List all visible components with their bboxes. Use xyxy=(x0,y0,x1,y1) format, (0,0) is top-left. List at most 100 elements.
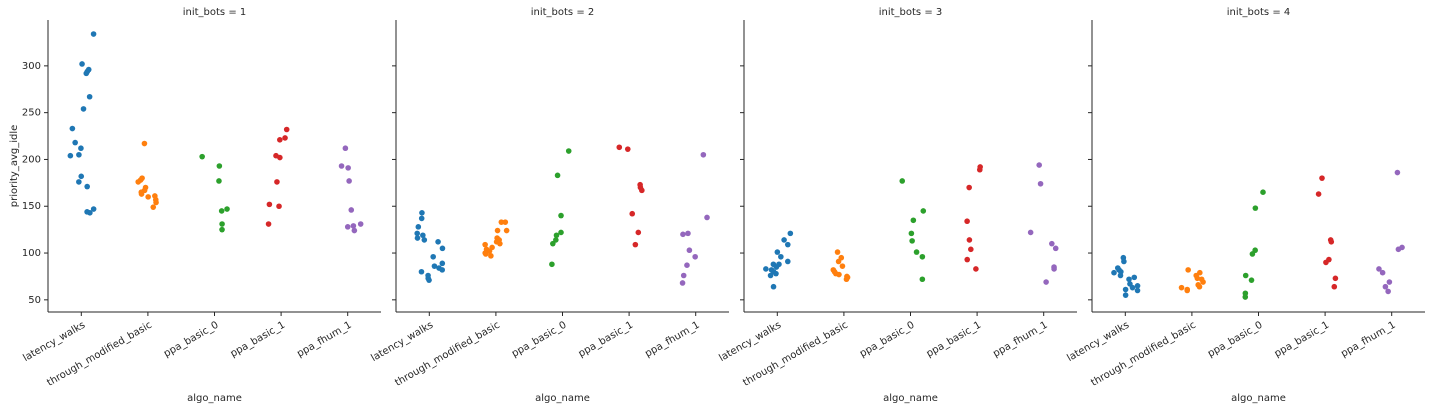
point xyxy=(1323,259,1329,266)
point xyxy=(145,194,151,200)
x-axis-label: algo_name xyxy=(535,393,590,404)
point xyxy=(431,263,438,269)
x-axis-label: algo_name xyxy=(1231,393,1286,404)
point xyxy=(1122,292,1129,298)
x-tick-label: ppa_basic_1 xyxy=(1273,320,1331,360)
point xyxy=(274,179,280,185)
point xyxy=(1178,284,1185,291)
point xyxy=(84,68,91,75)
point xyxy=(277,154,283,161)
point xyxy=(282,135,288,141)
point xyxy=(1242,294,1249,300)
point xyxy=(1394,169,1401,176)
point xyxy=(435,239,441,245)
x-axis-label: algo_name xyxy=(883,393,938,404)
point xyxy=(639,187,645,194)
point xyxy=(680,231,686,238)
point xyxy=(430,253,436,260)
x-tick-label: latency_walks xyxy=(369,320,435,364)
point xyxy=(482,241,488,248)
point xyxy=(219,226,225,233)
y-axis-label: priority_avg_idle xyxy=(9,125,20,208)
point xyxy=(78,173,85,180)
x-tick-label: ppa_basic_0 xyxy=(162,320,220,360)
point xyxy=(419,209,425,216)
point xyxy=(84,183,90,190)
x-tick-label: ppa_fhum_1 xyxy=(295,320,353,360)
point xyxy=(968,246,974,253)
point xyxy=(1200,279,1206,285)
point xyxy=(632,241,639,248)
point xyxy=(1121,258,1127,265)
point xyxy=(346,178,352,184)
point xyxy=(1049,240,1055,247)
point xyxy=(1027,229,1034,236)
point xyxy=(1382,283,1389,290)
point xyxy=(1252,205,1259,211)
point xyxy=(345,165,351,171)
point xyxy=(79,61,85,67)
point xyxy=(1379,269,1386,276)
point xyxy=(909,238,915,244)
point xyxy=(414,230,421,237)
y-tick-label: 300 xyxy=(22,61,41,72)
point xyxy=(153,199,159,206)
point xyxy=(503,227,510,234)
point xyxy=(415,224,422,230)
point xyxy=(781,237,787,243)
point xyxy=(973,266,979,272)
point xyxy=(1129,284,1136,291)
x-tick-label: latency_walks xyxy=(1065,320,1131,364)
point xyxy=(1043,279,1049,285)
point xyxy=(86,93,93,100)
point xyxy=(1036,162,1042,168)
point xyxy=(1122,286,1129,293)
point xyxy=(773,264,780,270)
point xyxy=(1386,279,1393,285)
point xyxy=(767,272,774,279)
point xyxy=(1117,272,1124,279)
point xyxy=(421,237,428,243)
x-tick-label: ppa_basic_1 xyxy=(229,320,287,360)
point xyxy=(692,253,698,260)
point xyxy=(344,224,351,230)
point xyxy=(494,227,501,234)
point xyxy=(629,210,636,217)
y-tick-label: 150 xyxy=(22,201,41,212)
point xyxy=(835,258,842,265)
point xyxy=(964,256,971,263)
point xyxy=(558,212,564,219)
point xyxy=(1331,283,1338,290)
point xyxy=(763,266,769,272)
point xyxy=(348,207,355,213)
point xyxy=(439,245,446,252)
x-tick-label: through_modified_basic xyxy=(741,320,850,389)
x-tick-label: ppa_basic_0 xyxy=(858,320,916,360)
point xyxy=(774,249,781,255)
point xyxy=(565,148,572,154)
point xyxy=(418,268,425,275)
point xyxy=(1332,275,1339,282)
y-tick-label: 100 xyxy=(22,248,41,259)
point xyxy=(899,178,906,184)
point xyxy=(1052,245,1059,252)
point xyxy=(1319,175,1325,181)
panel-title: init_bots = 1 xyxy=(183,7,247,18)
x-tick-label: ppa_basic_0 xyxy=(1206,320,1264,360)
point xyxy=(1328,239,1335,245)
point xyxy=(1134,282,1141,289)
point xyxy=(502,219,509,225)
point xyxy=(498,219,505,225)
point xyxy=(624,146,631,152)
y-tick-label: 200 xyxy=(22,154,41,165)
point xyxy=(1131,274,1138,281)
point xyxy=(135,179,142,185)
point xyxy=(283,126,290,133)
point xyxy=(778,253,784,260)
point xyxy=(90,31,97,37)
point xyxy=(1185,267,1191,273)
point xyxy=(216,163,223,169)
x-tick-label: ppa_basic_0 xyxy=(510,320,568,360)
point xyxy=(1242,272,1249,279)
